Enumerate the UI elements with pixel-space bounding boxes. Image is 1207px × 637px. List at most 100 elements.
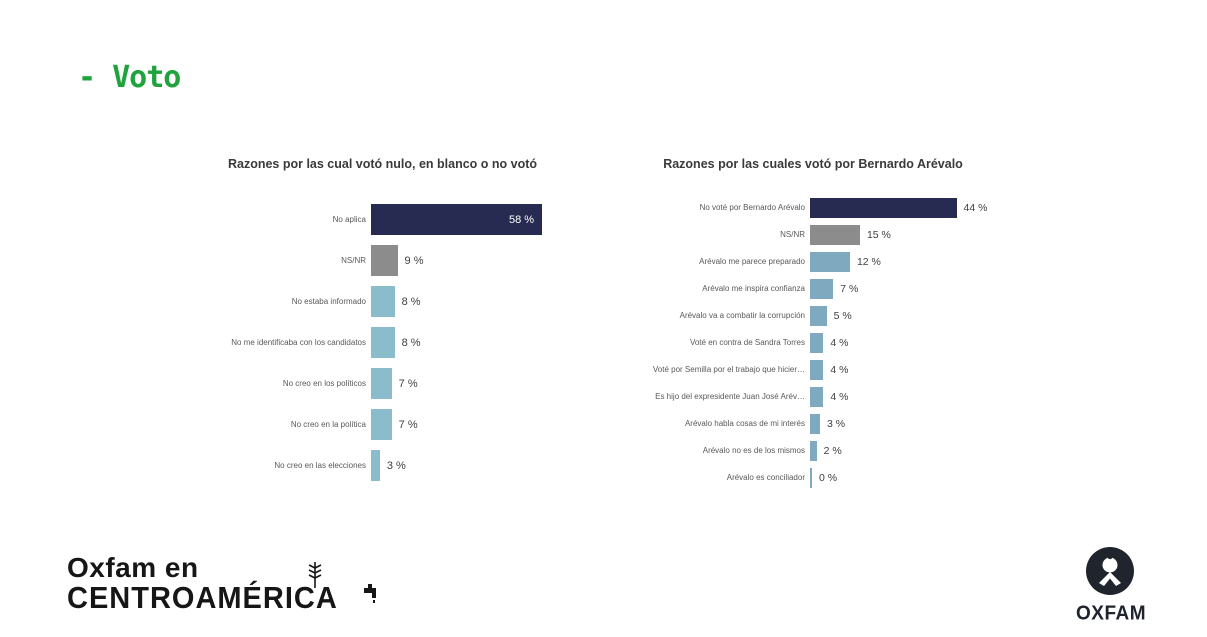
value-label: 58 %	[509, 213, 535, 226]
bar	[810, 224, 860, 245]
bar	[810, 386, 824, 407]
oxfam-wordmark: OXFAM	[1076, 602, 1147, 625]
bar-row: Voté por Semilla por el trabajo que hici…	[628, 356, 998, 383]
value-label: 7 %	[840, 282, 859, 295]
bar-area: 2 %	[810, 440, 998, 461]
bar-row: No voté por Bernardo Arévalo 44 %	[628, 194, 998, 221]
chart-arevalo-vote-reasons: Razones por las cuales votó por Bernardo…	[628, 156, 998, 491]
value-label: 44 %	[963, 201, 988, 214]
category-label: Arévalo es conciliador	[726, 472, 805, 482]
value-label: 3 %	[826, 417, 846, 430]
category-label: No creo en la política	[290, 419, 366, 429]
value-label: 4 %	[830, 390, 849, 403]
category-label: No creo en las elecciones	[274, 460, 366, 470]
bar	[371, 409, 392, 440]
plant-decoration-icon	[308, 562, 322, 588]
bar	[371, 368, 392, 399]
value-label: 4 %	[830, 363, 849, 376]
value-label: 3 %	[386, 459, 406, 472]
value-label: 7 %	[398, 418, 418, 431]
category-label: No estaba informado	[291, 296, 366, 306]
bar	[810, 305, 827, 326]
bar-area: 4 %	[810, 332, 998, 353]
bar-rows: No voté por Bernardo Arévalo 44 % NS/NR 15 …	[628, 194, 998, 491]
bar-row: Arévalo es conciliador 0 %	[628, 464, 998, 491]
bar: 58 %	[371, 204, 543, 235]
value-label: 8 %	[401, 295, 421, 308]
oxfam-en-text: Oxfam en	[67, 552, 199, 583]
bar-area: 9 %	[371, 245, 605, 276]
bar-row: No creo en la política 7 %	[160, 404, 605, 445]
bar-row: No aplica 58 %	[160, 199, 605, 240]
bar-row: Arévalo va a combatir la corrupción 5 %	[628, 302, 998, 329]
bar	[371, 327, 395, 358]
bar-area: 4 %	[810, 359, 998, 380]
category-label: Es hijo del expresidente Juan José Arév…	[655, 391, 805, 401]
bar-area: 7 %	[371, 409, 605, 440]
category-label: No aplica	[332, 214, 366, 224]
value-label: 4 %	[830, 336, 849, 349]
bar-row: No creo en los políticos 7 %	[160, 363, 605, 404]
category-label: Voté por Semilla por el trabajo que hici…	[652, 364, 805, 374]
bar-row: Arévalo habla cosas de mi interés 3 %	[628, 410, 998, 437]
bar	[810, 440, 817, 461]
bar	[810, 467, 812, 488]
bar	[810, 332, 824, 353]
bar-row: No creo en las elecciones 3 %	[160, 445, 605, 486]
bar	[371, 450, 380, 481]
bar-row: Voté en contra de Sandra Torres 4 %	[628, 329, 998, 356]
bar-area: 44 %	[810, 197, 998, 218]
bar-area: 0 %	[810, 467, 998, 488]
bar-area: 8 %	[371, 327, 605, 358]
value-label: 12 %	[856, 255, 881, 268]
value-label: 8 %	[401, 336, 421, 349]
bar	[371, 245, 398, 276]
bar-area: 7 %	[371, 368, 605, 399]
category-label: Arévalo me inspira confianza	[702, 283, 805, 293]
category-label: Arévalo me parece preparado	[699, 256, 805, 266]
oxfam-centroamerica-logo: Oxfam en CENTROAMÉRICA	[67, 552, 338, 616]
bar	[810, 413, 820, 434]
bar-area: 3 %	[810, 413, 998, 434]
bar-area: 12 %	[810, 251, 998, 272]
bar	[810, 251, 850, 272]
oxfam-logo: OXFAM	[1076, 546, 1147, 625]
bar-row: Arévalo no es de los mismos 2 %	[628, 437, 998, 464]
category-label: No creo en los políticos	[282, 378, 366, 388]
bar-area: 7 %	[810, 278, 998, 299]
centroamerica-text: CENTROAMÉRICA	[67, 581, 338, 616]
bar	[810, 359, 824, 380]
bar-area: 8 %	[371, 286, 605, 317]
bar	[810, 278, 834, 299]
oxfam-circle-icon	[1086, 547, 1134, 595]
bar-row: Arévalo me inspira confianza 7 %	[628, 275, 998, 302]
value-label: 5 %	[833, 309, 852, 322]
chart-title: Razones por las cuales votó por Bernardo…	[663, 157, 963, 171]
bar-row: NS/NR 15 %	[628, 221, 998, 248]
bar-area: 4 %	[810, 386, 998, 407]
category-label: Arévalo no es de los mismos	[702, 445, 805, 455]
value-label: 9 %	[404, 254, 424, 267]
chart-title: Razones por las cual votó nulo, en blanc…	[227, 157, 538, 171]
bar-row: Es hijo del expresidente Juan José Arév……	[628, 383, 998, 410]
bar	[371, 286, 395, 317]
category-label: Arévalo va a combatir la corrupción	[679, 310, 805, 320]
category-label: Arévalo habla cosas de mi interés	[684, 418, 805, 428]
bar-rows: No aplica 58 % NS/NR 9 % No estaba informado…	[160, 199, 605, 486]
bar	[810, 197, 957, 218]
bar-area: 58 %	[371, 204, 605, 235]
category-label: NS/NR	[780, 229, 805, 239]
bar-row: Arévalo me parece preparado 12 %	[628, 248, 998, 275]
category-label: Voté en contra de Sandra Torres	[689, 337, 805, 347]
value-label: 7 %	[398, 377, 418, 390]
chart-null-vote-reasons: Razones por las cual votó nulo, en blanc…	[160, 156, 605, 486]
tap-decoration-icon	[364, 584, 376, 603]
page-title: - Voto	[78, 60, 181, 95]
category-label: No me identificaba con los candidatos	[231, 337, 366, 347]
category-label: No voté por Bernardo Arévalo	[699, 202, 805, 212]
bar-row: No estaba informado 8 %	[160, 281, 605, 322]
bar-area: 5 %	[810, 305, 998, 326]
value-label: 15 %	[866, 228, 891, 241]
value-label: 0 %	[819, 471, 838, 484]
